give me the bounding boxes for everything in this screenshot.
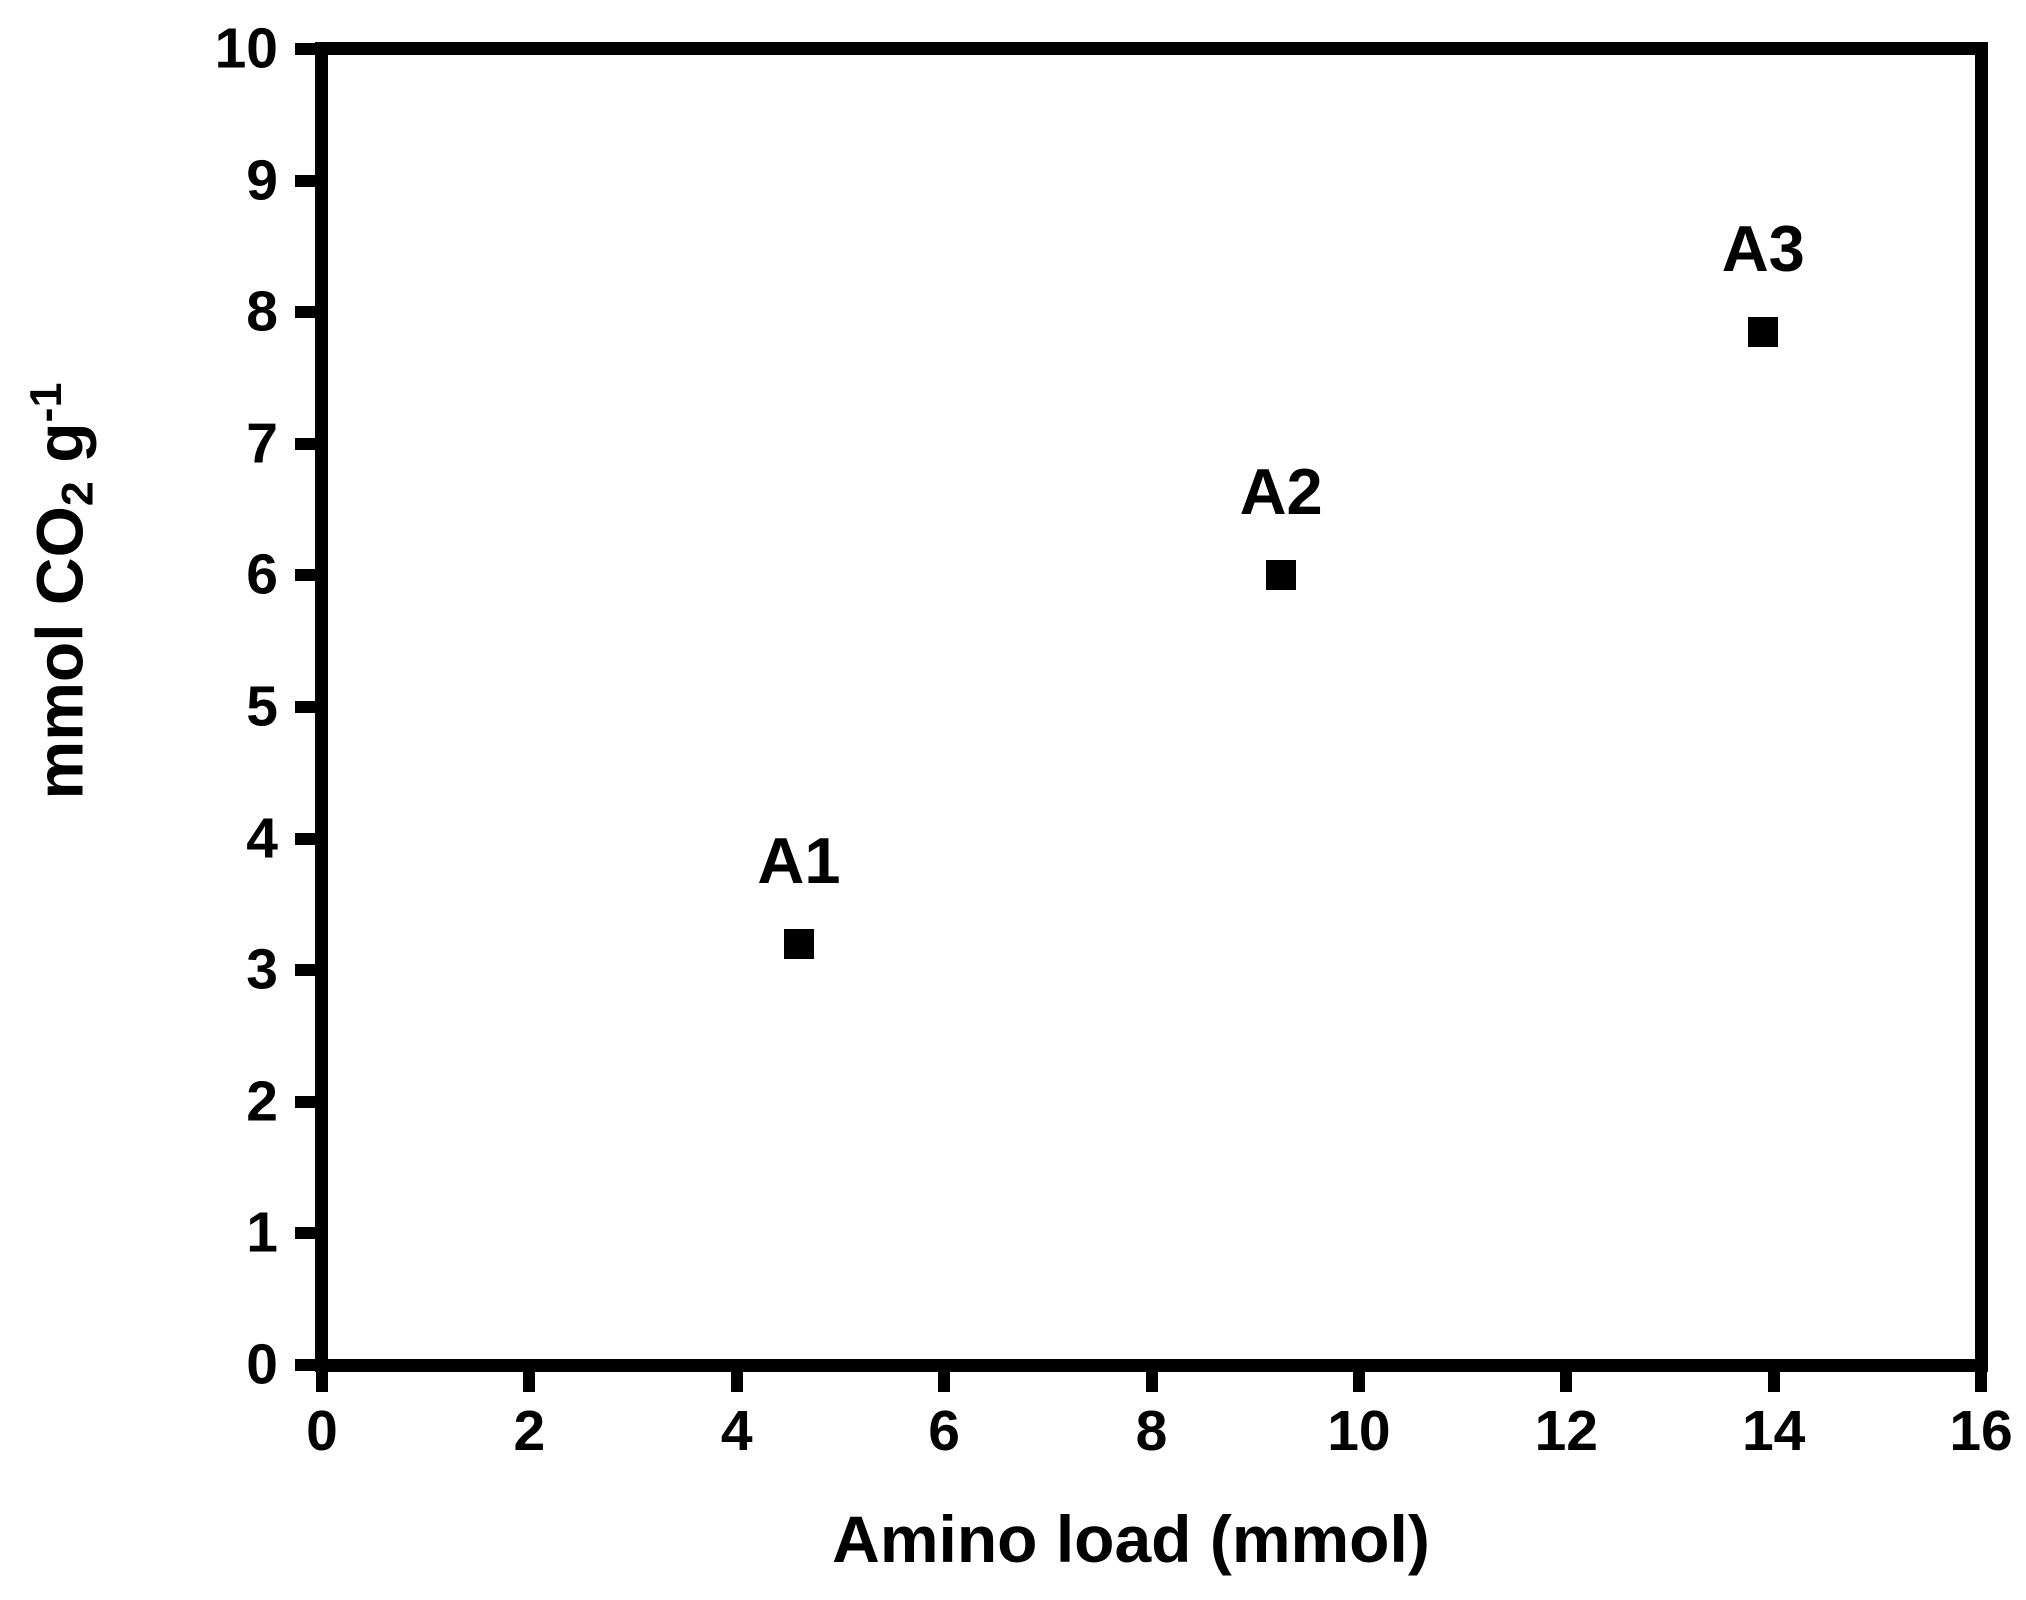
x-axis-tick-label: 10 — [1327, 1399, 1391, 1463]
y-axis-title-unit: g — [22, 422, 97, 482]
x-axis-tick — [523, 1372, 536, 1392]
y-axis-tick — [295, 1359, 315, 1371]
data-point-marker — [783, 928, 814, 959]
y-axis-tick-label: 0 — [246, 1332, 278, 1397]
x-axis-tick-label: 4 — [720, 1399, 753, 1463]
x-axis-tick — [938, 1372, 951, 1392]
y-axis-tick — [295, 1227, 315, 1240]
data-point-label: A1 — [757, 823, 841, 897]
x-axis-tick-label: 14 — [1741, 1399, 1806, 1463]
plot-area — [315, 42, 1988, 1372]
x-axis-tick-label: 12 — [1534, 1399, 1598, 1463]
y-axis-tick — [295, 437, 315, 450]
y-axis-tick-label: 1 — [246, 1200, 278, 1265]
y-axis-tick — [295, 1095, 315, 1108]
y-axis-tick — [295, 43, 315, 55]
data-point-label: A3 — [1721, 211, 1805, 285]
y-axis-title-text: mmol CO — [22, 506, 97, 800]
y-axis-tick — [295, 701, 315, 713]
x-axis-tick — [1560, 1372, 1573, 1392]
y-axis-tick — [295, 306, 315, 319]
y-axis-tick-label: 5 — [246, 674, 278, 739]
x-axis-tick-label: 8 — [1135, 1399, 1168, 1463]
data-point-label: A2 — [1239, 455, 1323, 529]
data-point-marker — [1266, 560, 1297, 591]
y-axis-title-superscript: -1 — [19, 382, 71, 423]
y-axis-tick-label: 4 — [246, 806, 278, 871]
y-axis-tick — [295, 569, 315, 582]
x-axis-tick — [1767, 1372, 1780, 1392]
data-point-marker — [1748, 316, 1779, 347]
y-axis-tick-label: 7 — [246, 411, 278, 476]
y-axis-tick-label: 6 — [246, 542, 278, 607]
y-axis-tick — [295, 832, 315, 845]
x-axis-tick-label: 16 — [1949, 1399, 2013, 1463]
y-axis-tick — [295, 964, 315, 977]
x-axis-tick — [1975, 1372, 1988, 1392]
x-axis-tick-label: 6 — [928, 1399, 960, 1463]
x-axis-tick-label: 0 — [306, 1399, 338, 1463]
y-axis-tick-label: 8 — [246, 279, 278, 344]
x-axis-tick — [730, 1372, 743, 1392]
y-axis-tick-label: 9 — [246, 148, 278, 213]
y-axis-tick-label: 10 — [214, 16, 278, 81]
x-axis-tick — [1352, 1372, 1365, 1392]
y-axis-tick — [295, 174, 315, 187]
y-axis-tick-label: 3 — [246, 937, 278, 1002]
x-axis-tick — [316, 1372, 328, 1392]
x-axis-title: Amino load (mmol) — [832, 1502, 1430, 1576]
y-axis-title: mmol CO2 g-1 — [20, 383, 103, 800]
x-axis-tick-label: 2 — [513, 1399, 546, 1463]
y-axis-tick-label: 2 — [246, 1069, 278, 1134]
x-axis-tick — [1145, 1372, 1158, 1392]
y-axis-title-subscript: 2 — [51, 481, 103, 507]
